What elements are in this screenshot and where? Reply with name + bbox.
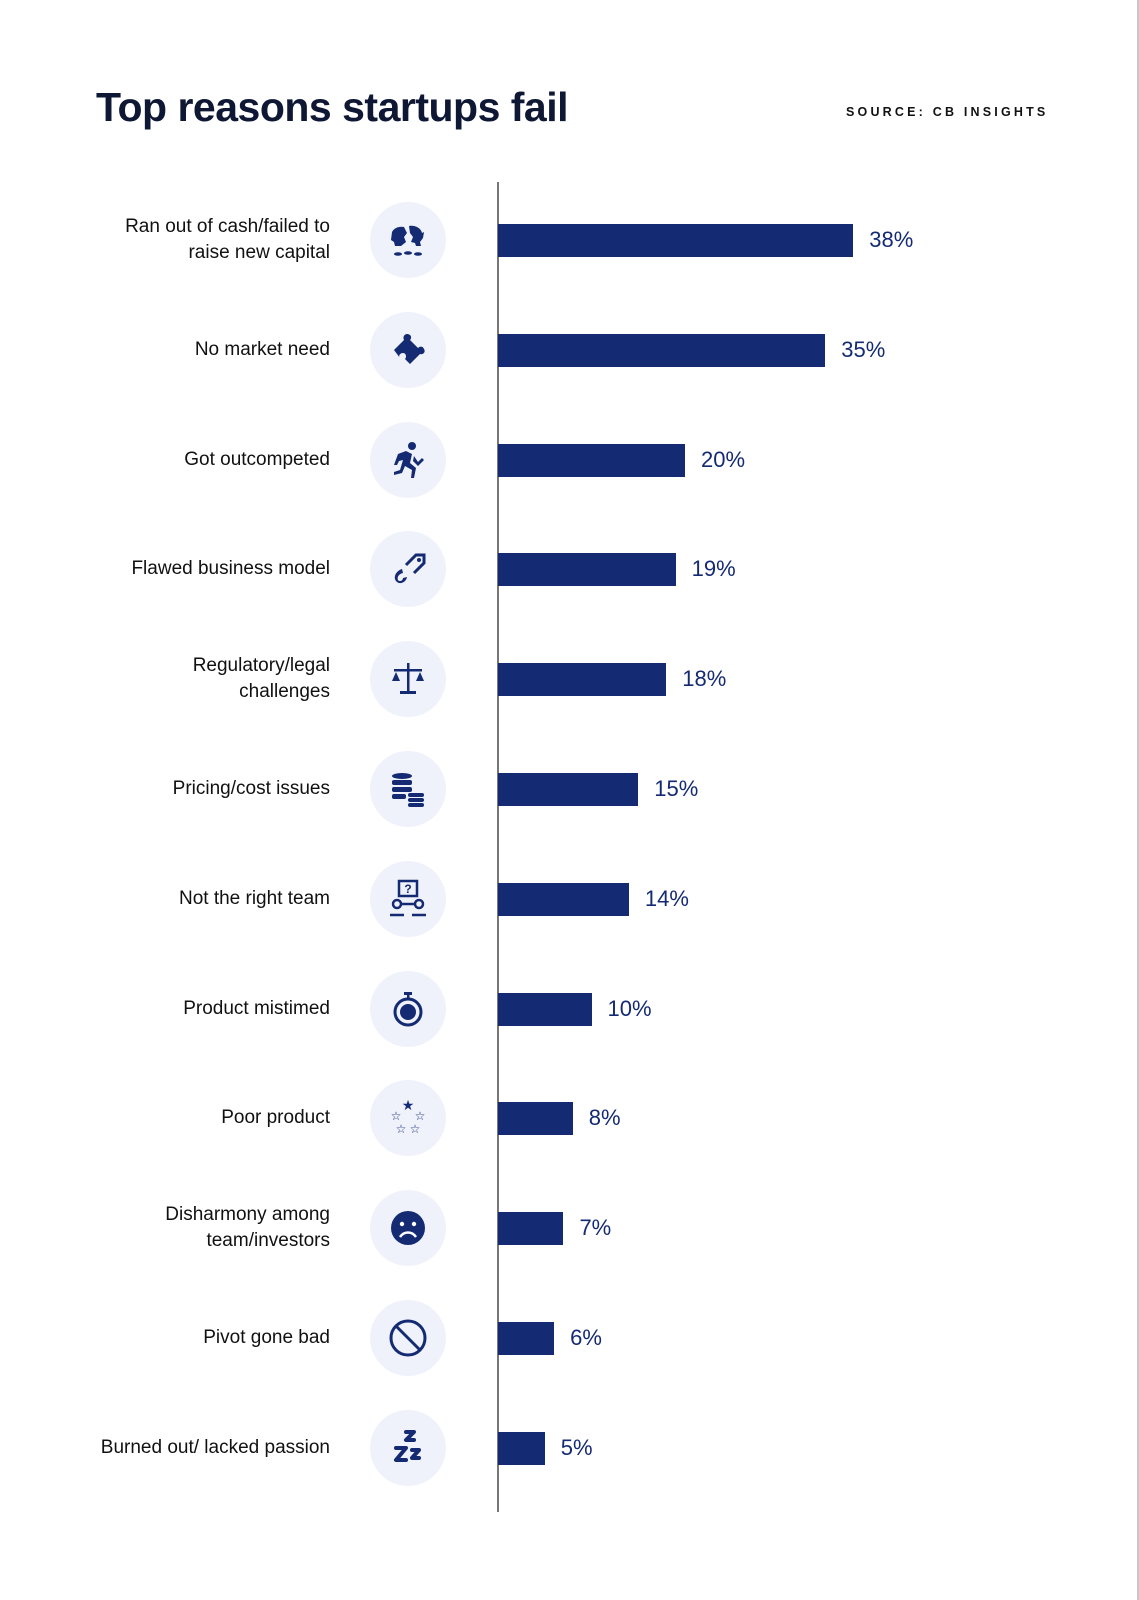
bar <box>498 773 639 806</box>
prohibited-icon <box>370 1300 446 1376</box>
bar <box>498 882 629 916</box>
one-star-rating-icon: ★ ☆ ☆ ☆ ☆ <box>370 1080 446 1157</box>
bar <box>498 1212 564 1246</box>
broken-piggy-bank-icon <box>370 202 446 278</box>
team-question-icon: ? <box>370 860 446 937</box>
svg-text:☆: ☆ <box>391 1109 402 1123</box>
value-label: 7% <box>579 1215 612 1241</box>
category-label: Flawed business model <box>131 558 330 580</box>
category-label: Poor product <box>221 1107 330 1129</box>
value-label: 20% <box>701 446 746 472</box>
sleep-zzz-icon <box>370 1409 446 1486</box>
bar <box>498 443 685 477</box>
bar <box>498 224 854 257</box>
svg-text:☆: ☆ <box>410 1122 421 1136</box>
source-note: SOURCE: CB INSIGHTS <box>846 105 1049 119</box>
svg-text:☆: ☆ <box>415 1109 426 1123</box>
chart-title: Top reasons startups fail <box>96 84 569 130</box>
puzzle-piece-icon <box>370 311 446 388</box>
bar <box>498 663 667 697</box>
stopwatch-icon <box>370 970 446 1047</box>
value-label: 5% <box>560 1434 593 1460</box>
coins-stack-icon <box>370 751 446 827</box>
category-label: Not the right team <box>178 887 330 909</box>
sad-face-icon <box>370 1190 446 1267</box>
bar <box>498 1102 573 1136</box>
running-person-icon <box>370 421 446 498</box>
broken-tag-icon <box>370 531 446 608</box>
y-axis-line <box>497 182 499 1512</box>
value-label: 35% <box>841 336 886 362</box>
bar <box>498 1431 545 1465</box>
category-label: Burned out/ lacked passion <box>100 1436 330 1458</box>
scales-icon <box>370 641 446 718</box>
value-label: 15% <box>654 776 699 801</box>
svg-text:?: ? <box>404 882 411 896</box>
page-edge <box>1137 0 1139 1600</box>
bar <box>498 333 826 367</box>
bar <box>498 992 592 1026</box>
category-label: Ran out of cash/failed to raise new capi… <box>125 216 330 263</box>
value-label: 18% <box>682 666 727 692</box>
value-label: 38% <box>869 227 914 252</box>
category-label: Pivot gone bad <box>203 1327 330 1348</box>
category-label: Pricing/cost issues <box>172 778 330 799</box>
category-label: Product mistimed <box>183 997 330 1019</box>
value-label: 19% <box>691 556 736 582</box>
value-label: 10% <box>607 995 652 1021</box>
value-label: 6% <box>570 1325 602 1350</box>
category-label: Got outcompeted <box>184 448 330 470</box>
category-label: Regulatory/legal challenges <box>192 655 330 703</box>
svg-text:☆: ☆ <box>396 1122 407 1136</box>
value-label: 14% <box>644 885 689 911</box>
value-label: 8% <box>588 1105 621 1131</box>
bar <box>498 1322 555 1355</box>
category-label: Disharmony among team/investors <box>165 1204 330 1252</box>
category-label: No market need <box>194 338 330 360</box>
svg-text:★: ★ <box>402 1097 415 1113</box>
bar <box>498 553 676 587</box>
